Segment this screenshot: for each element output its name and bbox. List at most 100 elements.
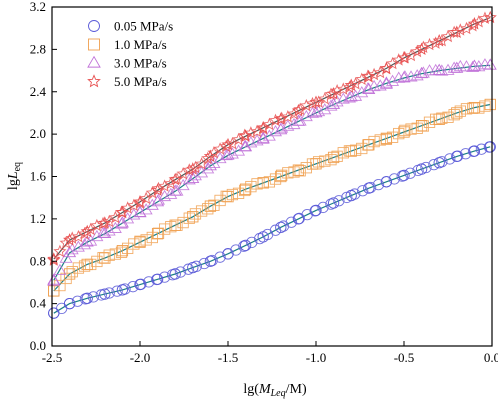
marker-glyph [452,150,464,162]
marker-glyph [230,244,242,256]
marker-glyph [473,102,485,114]
marker-glyph [91,255,103,268]
marker-glyph [362,139,374,151]
marker-glyph [460,103,473,115]
marker-glyph [285,216,298,228]
marker-glyph [337,147,349,159]
x-tick-label: -2.0 [130,350,151,365]
marker-glyph [342,80,356,94]
marker-glyph [324,99,338,111]
marker-glyph [206,254,218,267]
legend-item: 0.05 MPa/s [88,19,173,34]
marker-glyph [174,266,187,278]
marker-glyph [423,116,436,128]
legend-label: 5.0 MPa/s [114,74,167,89]
marker-glyph [428,158,440,171]
data-point [221,148,235,160]
x-axis-title-var: M [258,382,272,397]
marker-glyph [166,269,179,281]
marker-glyph [202,203,214,215]
data-point [327,97,341,109]
marker-glyph [275,121,289,133]
marker-glyph [429,63,443,76]
x-axis-title-sub: Leq [270,388,286,399]
marker-glyph [171,219,183,231]
marker-glyph [374,134,386,146]
data-point [467,17,481,30]
marker-glyph [84,222,98,236]
marker-glyph [133,196,147,209]
marker-glyph [232,144,246,156]
marker-glyph [71,295,84,307]
marker-glyph [60,272,72,285]
marker-glyph [293,102,307,116]
marker-glyph [78,260,91,272]
x-axis-title: lg(MLeq/M) [243,382,307,399]
marker-glyph [238,140,252,152]
marker-glyph [59,251,73,263]
marker-glyph [232,187,245,199]
marker-glyph [262,117,276,131]
marker-glyph [164,176,178,190]
marker-glyph [312,156,325,168]
series-density-square [48,100,491,297]
y-axis-title-sub: eq [12,162,23,171]
marker-glyph [189,208,202,220]
legend-item: 3.0 MPa/s [87,55,167,71]
marker-glyph [361,69,375,82]
legend-label: 0.05 MPa/s [114,19,173,34]
marker-glyph [312,95,326,108]
marker-glyph [330,84,344,97]
marker-glyph [349,188,361,200]
data-point [344,78,358,91]
marker-glyph [65,243,79,255]
marker-glyph [127,281,139,293]
marker-glyph [398,51,412,64]
x-tick-label: -1.5 [218,350,239,365]
marker-glyph [410,69,424,81]
marker-glyph [287,117,301,130]
legend-marker-circle [88,20,100,32]
y-tick-label: 0.8 [30,253,46,268]
x-tick-label: -2.5 [42,350,63,365]
marker-glyph [412,164,424,177]
x-tick-label: -1.0 [306,350,327,365]
marker-glyph [356,185,369,197]
marker-glyph [430,113,442,125]
marker-glyph [454,105,466,117]
marker-glyph [478,11,492,25]
marker-glyph [386,56,400,70]
marker-glyph [333,195,345,207]
marker-glyph [85,258,97,271]
marker-glyph [404,167,416,179]
marker-glyph [195,205,208,217]
data-point [344,90,358,102]
marker-glyph [72,262,85,274]
marker-glyph [392,53,406,66]
marker-glyph [447,25,461,39]
marker-glyph [472,15,486,28]
legend-marker-triangle [87,55,101,68]
marker-glyph [143,276,155,288]
marker-glyph [441,63,455,75]
marker-glyph [436,156,448,168]
marker-glyph [103,287,115,299]
marker-glyph [115,246,128,258]
marker-glyph [79,293,92,305]
data-point [451,107,463,119]
marker-glyph [483,141,496,153]
data-point [467,59,481,71]
marker-glyph [301,208,313,221]
y-axis-title-var: L [6,171,21,180]
marker-glyph [467,145,480,157]
marker-glyph [176,178,190,191]
marker-glyph [361,82,375,94]
y-tick-label: 1.6 [30,169,47,184]
marker-glyph [66,266,78,278]
marker-glyph [330,95,344,107]
marker-glyph [404,48,418,62]
data-point [186,171,200,183]
marker-glyph [239,184,251,197]
marker-glyph [133,205,147,218]
